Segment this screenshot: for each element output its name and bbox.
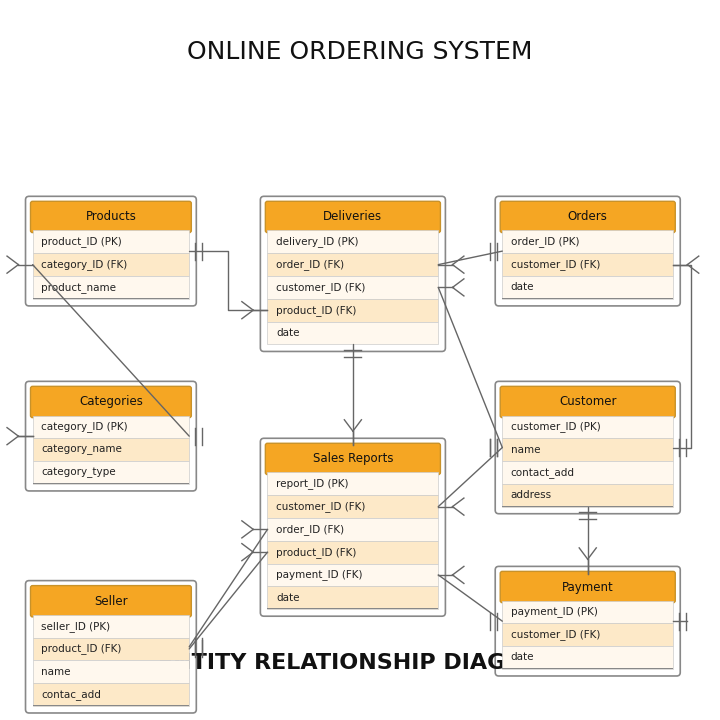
Text: name: name bbox=[511, 445, 541, 454]
Bar bbox=[32, 253, 189, 276]
FancyBboxPatch shape bbox=[25, 580, 197, 713]
FancyBboxPatch shape bbox=[495, 567, 680, 676]
Text: contact_add: contact_add bbox=[511, 467, 575, 478]
Text: Sales Reports: Sales Reports bbox=[312, 452, 393, 465]
Text: Orders: Orders bbox=[568, 210, 608, 223]
Text: date: date bbox=[511, 652, 534, 662]
Text: product_ID (FK): product_ID (FK) bbox=[276, 546, 356, 557]
Bar bbox=[32, 615, 189, 637]
FancyBboxPatch shape bbox=[25, 382, 197, 491]
Bar bbox=[268, 541, 438, 564]
Text: order_ID (FK): order_ID (FK) bbox=[276, 259, 344, 270]
FancyBboxPatch shape bbox=[266, 444, 441, 474]
Text: ONLINE ORDERING SYSTEM: ONLINE ORDERING SYSTEM bbox=[187, 40, 533, 64]
Text: order_ID (FK): order_ID (FK) bbox=[276, 524, 344, 535]
FancyBboxPatch shape bbox=[495, 382, 680, 514]
FancyBboxPatch shape bbox=[266, 202, 441, 233]
Text: date: date bbox=[511, 282, 534, 292]
Text: Customer: Customer bbox=[559, 395, 616, 408]
FancyBboxPatch shape bbox=[500, 387, 675, 418]
Text: product_ID (PK): product_ID (PK) bbox=[41, 236, 122, 247]
Text: customer_ID (PK): customer_ID (PK) bbox=[511, 421, 600, 432]
Bar bbox=[32, 230, 189, 253]
Bar bbox=[503, 276, 673, 299]
Bar bbox=[503, 461, 673, 484]
Text: date: date bbox=[276, 328, 300, 338]
FancyBboxPatch shape bbox=[30, 585, 192, 617]
Text: category_ID (PK): category_ID (PK) bbox=[41, 421, 127, 432]
Text: delivery_ID (PK): delivery_ID (PK) bbox=[276, 236, 359, 247]
Text: category_ID (FK): category_ID (FK) bbox=[41, 259, 127, 270]
Bar bbox=[503, 484, 673, 507]
Text: Payment: Payment bbox=[562, 580, 613, 593]
Text: product_ID (FK): product_ID (FK) bbox=[276, 305, 356, 315]
Text: customer_ID (FK): customer_ID (FK) bbox=[276, 282, 365, 293]
Text: Deliveries: Deliveries bbox=[323, 210, 382, 223]
Text: product_name: product_name bbox=[41, 282, 116, 293]
Text: payment_ID (FK): payment_ID (FK) bbox=[276, 570, 363, 580]
Text: Seller: Seller bbox=[94, 595, 127, 608]
Text: name: name bbox=[41, 667, 71, 677]
Bar bbox=[32, 637, 189, 660]
FancyBboxPatch shape bbox=[30, 387, 192, 418]
Text: customer_ID (FK): customer_ID (FK) bbox=[511, 259, 600, 270]
Bar bbox=[268, 276, 438, 299]
FancyBboxPatch shape bbox=[495, 197, 680, 306]
Text: customer_ID (FK): customer_ID (FK) bbox=[511, 629, 600, 640]
Text: report_ID (PK): report_ID (PK) bbox=[276, 478, 348, 490]
FancyBboxPatch shape bbox=[261, 438, 446, 616]
Text: Products: Products bbox=[86, 210, 136, 223]
Text: date: date bbox=[276, 593, 300, 603]
Text: ENTITY RELATIONSHIP DIAGRAM: ENTITY RELATIONSHIP DIAGRAM bbox=[158, 653, 562, 673]
Bar bbox=[32, 415, 189, 438]
Bar bbox=[503, 415, 673, 438]
Bar bbox=[32, 660, 189, 683]
Bar bbox=[268, 253, 438, 276]
Bar bbox=[503, 230, 673, 253]
Text: category_type: category_type bbox=[41, 467, 116, 477]
Text: address: address bbox=[511, 490, 552, 500]
Bar bbox=[503, 600, 673, 624]
Bar bbox=[503, 253, 673, 276]
Text: customer_ID (FK): customer_ID (FK) bbox=[276, 501, 365, 512]
Text: product_ID (FK): product_ID (FK) bbox=[41, 644, 122, 654]
Bar bbox=[503, 646, 673, 669]
Text: order_ID (PK): order_ID (PK) bbox=[511, 236, 580, 247]
Bar bbox=[268, 495, 438, 518]
Text: category_name: category_name bbox=[41, 444, 122, 455]
Bar bbox=[268, 472, 438, 495]
Text: Categories: Categories bbox=[79, 395, 143, 408]
FancyBboxPatch shape bbox=[500, 572, 675, 603]
FancyBboxPatch shape bbox=[500, 202, 675, 233]
Bar bbox=[268, 564, 438, 586]
Bar bbox=[268, 322, 438, 344]
Bar bbox=[32, 438, 189, 461]
Text: payment_ID (PK): payment_ID (PK) bbox=[511, 606, 598, 617]
Bar bbox=[268, 299, 438, 322]
Bar bbox=[268, 230, 438, 253]
Bar bbox=[32, 276, 189, 299]
Bar bbox=[268, 586, 438, 609]
Bar bbox=[32, 461, 189, 484]
Text: seller_ID (PK): seller_ID (PK) bbox=[41, 621, 110, 631]
FancyBboxPatch shape bbox=[261, 197, 446, 351]
Bar bbox=[503, 438, 673, 461]
Bar bbox=[503, 624, 673, 646]
FancyBboxPatch shape bbox=[30, 202, 192, 233]
FancyBboxPatch shape bbox=[25, 197, 197, 306]
Text: contac_add: contac_add bbox=[41, 689, 101, 700]
Bar bbox=[32, 683, 189, 706]
Bar bbox=[268, 518, 438, 541]
